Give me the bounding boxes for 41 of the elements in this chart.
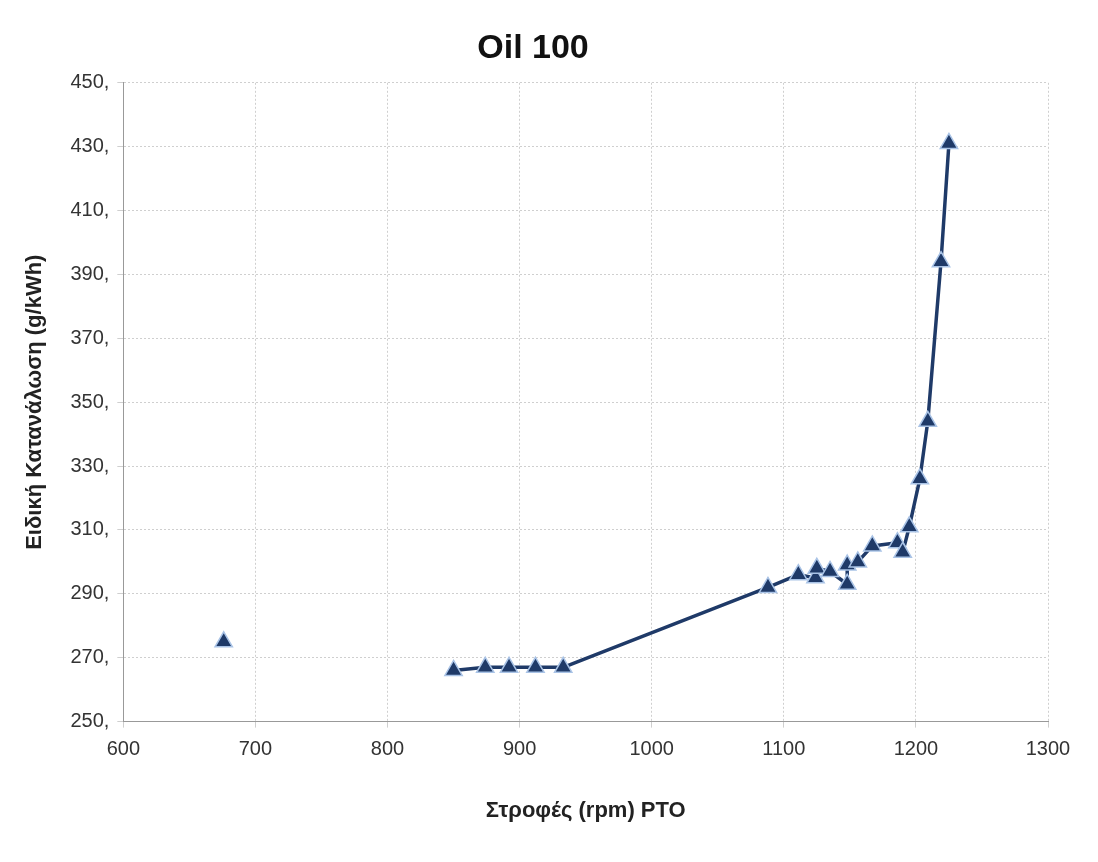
x-tick-label: 800 xyxy=(370,737,405,760)
x-tick-label: 1200 xyxy=(893,737,939,760)
point xyxy=(837,573,857,591)
x-tick-label: 600 xyxy=(106,737,141,760)
point xyxy=(807,557,827,575)
chart-title: Oil 100 xyxy=(477,26,589,65)
point xyxy=(820,560,840,578)
point xyxy=(862,535,882,552)
x-tick-label: 1100 xyxy=(762,737,806,760)
point xyxy=(499,656,519,674)
y-tick-label: 290, xyxy=(70,581,110,604)
y-tick-label: 350, xyxy=(70,389,110,412)
y-tick-label: 410, xyxy=(70,198,110,221)
point xyxy=(475,656,495,674)
point xyxy=(910,468,930,485)
y-tick-label: 250, xyxy=(70,709,110,732)
y-axis-title: Ειδική Κατανάλωση (g/kWh) xyxy=(21,254,47,550)
y-tick-label: 370, xyxy=(70,325,110,348)
y-tick-label: 450, xyxy=(70,70,110,93)
y-tick-label: 310, xyxy=(70,517,110,540)
y-tick-label: 330, xyxy=(70,453,110,476)
point xyxy=(848,551,868,568)
x-tick-label: 700 xyxy=(238,737,273,760)
point xyxy=(553,656,573,674)
y-tick-label: 390, xyxy=(70,261,110,284)
y-tick-label: 430, xyxy=(70,134,110,157)
point xyxy=(918,410,938,428)
point xyxy=(758,576,778,594)
x-tick-label: 1300 xyxy=(1025,737,1071,760)
point xyxy=(788,563,808,581)
x-tick-label: 900 xyxy=(502,737,537,760)
point xyxy=(899,516,919,533)
x-axis-title: Στροφές (rpm) PTO xyxy=(485,796,686,822)
point xyxy=(214,631,234,648)
point xyxy=(444,659,463,677)
point xyxy=(526,656,545,674)
y-tick-label: 270, xyxy=(70,645,110,668)
point xyxy=(939,132,959,150)
x-tick-label: 1000 xyxy=(629,737,674,760)
point xyxy=(931,250,951,268)
point xyxy=(893,541,913,559)
